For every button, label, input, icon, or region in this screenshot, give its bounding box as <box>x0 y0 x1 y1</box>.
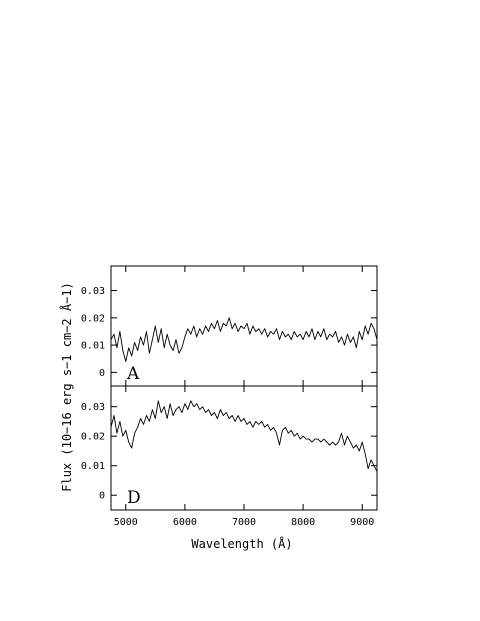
y-tick-label: 0.02 <box>81 313 105 324</box>
plot-frame <box>110 385 378 511</box>
y-tick-label: 0.01 <box>81 461 105 472</box>
y-tick-label: 0.03 <box>81 402 105 413</box>
x-tick-label: 9000 <box>350 517 374 528</box>
panel-a: 0 0.01 0.02 0.03 A <box>81 265 378 387</box>
spectrum-line <box>110 317 378 362</box>
y-tick-label: 0 <box>99 368 105 379</box>
y-tick-label: 0 <box>99 491 105 502</box>
y-tick-label: 0.03 <box>81 286 105 297</box>
spectrum-line <box>110 400 378 472</box>
x-axis-title: Wavelength (Å) <box>191 536 292 551</box>
y-tick-label: 0.01 <box>81 341 105 352</box>
x-tick-label: 7000 <box>232 517 256 528</box>
panel-d: 5000 6000 7000 8000 9000 0 0.01 0.02 0.03 D <box>81 385 378 528</box>
panel-label: A <box>126 364 140 384</box>
plot-frame <box>110 265 378 387</box>
panel-label: D <box>127 488 141 508</box>
y-axis-title: Flux (10−16 erg s−1 cm−2 Å−1) <box>59 282 74 492</box>
x-tick-label: 8000 <box>291 517 315 528</box>
x-tick-label: 6000 <box>173 517 197 528</box>
x-tick-label: 5000 <box>114 517 138 528</box>
y-tick-label: 0.02 <box>81 432 105 443</box>
